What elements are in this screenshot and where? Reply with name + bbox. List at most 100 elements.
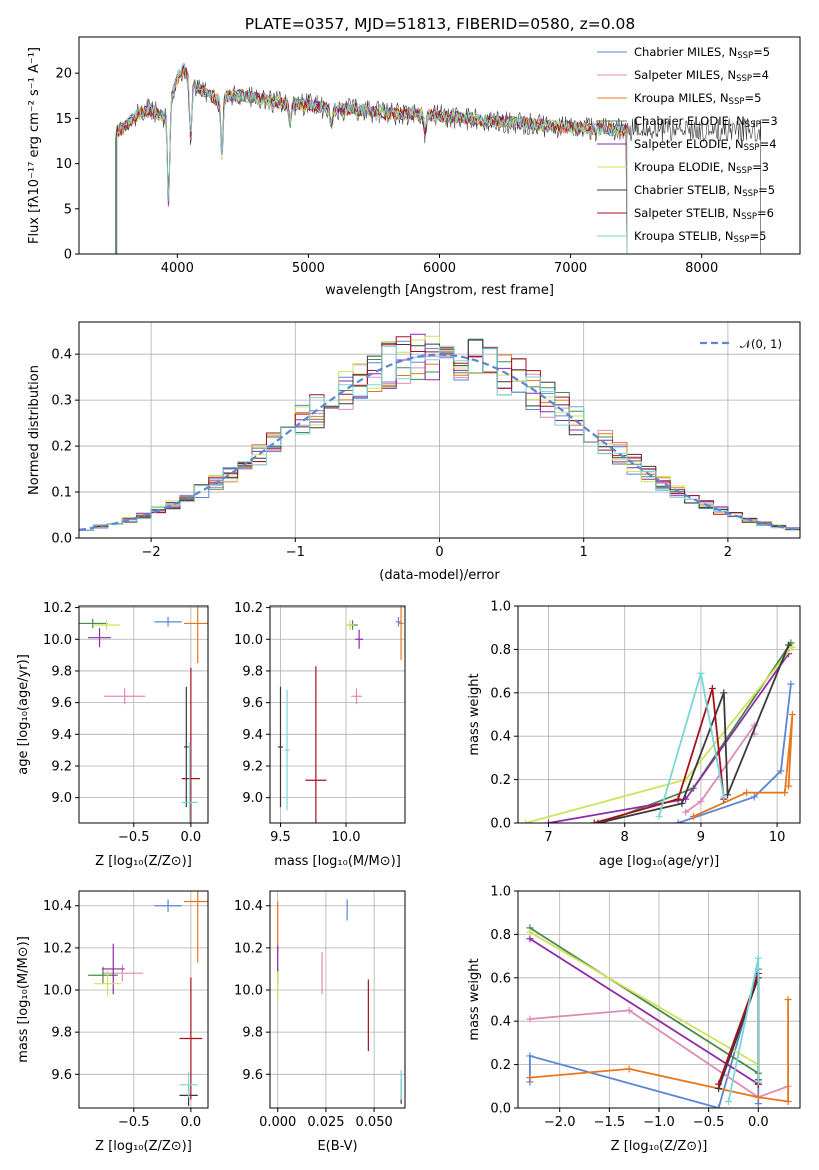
legend-label: Chabrier MILES, N [634,45,737,59]
legend-label: Chabrier STELIB, N [634,183,742,197]
y-tick-label: 9.2 [51,759,72,774]
weight-marker-salpeter_stelib [708,684,716,692]
legend-subscript: SSP [742,189,758,199]
weight-marker-salpeter_stelib [674,795,682,803]
weight-line-salpeter_stelib [593,688,725,823]
x-tick-label: 1 [580,545,588,560]
weight-marker-kroupa_miles [754,1093,762,1101]
legend-tail: =5 [753,45,770,59]
errorbar-salpeter_stelib [305,666,327,823]
x-tick-label: −1.0 [643,1115,675,1130]
legend-entry-salpeter_stelib: Salpeter STELIB, NSSP=6 [634,206,774,222]
weight-marker-chabrier_miles [777,767,785,775]
y-tick-label: 0.0 [51,532,72,547]
x-tick-label: −0.5 [118,1115,150,1130]
x-axis-label: age [log₁₀(age/yr)] [599,854,720,869]
x-tick-label: 8000 [685,261,718,276]
y-tick-label: 0.4 [51,348,72,363]
weight-marker-chabrier_stelib [594,819,602,823]
x-tick-label: −1 [286,545,305,560]
panel-spectrum: 4000 5000 6000 7000 8000 0 5 10 15 20 wavelength [… [27,36,801,298]
errorbar-salpeter_miles [104,688,146,705]
y-tick-label: 9.8 [51,1026,72,1041]
weight-marker-salpeter_elodie [544,819,552,823]
gridlines [270,891,405,1108]
weight-line-kroupa_stelib [727,958,760,1102]
weight-line-salpeter_elodie [529,937,759,1085]
legend-tail: =4 [752,68,769,82]
x-tick-label: 4000 [161,261,194,276]
y-axis-label: Flux [fλ10⁻¹⁷ erg cm⁻² s⁻¹ A⁻¹] [27,47,42,244]
x-tick-label: 7 [544,830,552,845]
legend-tail: =6 [757,206,774,220]
y-tick-label: 9.6 [242,1068,263,1083]
errorbar-salpeter_miles [101,964,143,982]
weight-marker-chabrier_miles [715,1104,723,1108]
legend-label: Salpeter STELIB, N [634,206,741,220]
plot-area-mass-vs-ebv [277,899,402,1104]
y-tick-label: 0.4 [490,1015,511,1030]
weight-series-kroupa_stelib [655,669,728,820]
legend-label: Salpeter ELODIE, N [634,137,744,151]
y-axis-label: age [log₁₀(age/yr)] [16,654,31,775]
weight-line-kroupa_elodie [529,931,759,1066]
y-tick-label: 0.6 [490,971,511,986]
x-tick-label: 8 [621,830,629,845]
axes-frame [269,890,406,1109]
legend-tail: =5 [758,183,775,197]
panel-weight-vs-age: 7 8 9 10 0.0 0.2 0.4 0.6 0.8 1.0 age [log₁₀(age/yr… [467,600,801,869]
weight-marker-kroupa_miles [781,789,789,797]
residual-legend: 𝒩(0, 1) [700,337,782,351]
y-tick-label: 10.0 [43,984,72,999]
weight-marker-chabrier_miles [526,1052,534,1060]
panel-age-vs-Z: −0.5 0.0 9.0 9.2 9.4 9.6 9.8 10.0 10.2 Z [log₁₀(Z… [16,601,209,869]
weight-marker-kroupa_miles [689,812,697,820]
legend-tail: =5 [744,91,761,105]
plot-area-residuals [79,333,800,538]
legend-label: Kroupa ELODIE, N [634,160,736,174]
errorbar-kroupa_stelib [284,689,290,811]
y-tick-label: 0.2 [490,1058,511,1073]
errorbar-chabrier_elodie [79,618,108,629]
panel-mass-vs-Z: −0.5 0.0 9.6 9.8 10.0 10.2 10.4 Z [log₁₀(Z/Z⊙)]… [16,890,209,1154]
weight-marker-salpeter_stelib [715,1080,723,1088]
gridlines [518,605,800,824]
legend-subscript: SSP [744,143,760,153]
errorbar-kroupa_miles [184,891,208,963]
gridlines [270,606,405,823]
weight-line-chabrier_elodie [601,642,792,823]
plot-area-weight-vs-age [522,639,796,823]
x-axis-label: E(B-V) [317,1139,357,1154]
weight-marker-kroupa_stelib [725,1097,733,1105]
x-tick-label: 9 [697,830,705,845]
weight-series-chabrier_miles [674,680,795,823]
y-tick-label: 9.4 [51,728,72,743]
legend-subscript: SSP [736,74,752,84]
y-tick-label: 0.4 [490,730,511,745]
legend-subscript: SSP [737,51,753,61]
legend-entry-kroupa_elodie: Kroupa ELODIE, NSSP=3 [634,160,769,176]
x-axis-label: Z [log₁₀(Z/Z⊙)] [611,1139,708,1154]
errorbar-chabrier_miles [154,617,182,627]
errorbar-salpeter_miles [351,688,362,705]
weight-marker-kroupa_stelib [754,1078,762,1086]
legend-entry-chabrier_elodie: Chabrier ELODIE, NSSP=3 [634,114,778,130]
x-tick-label: 0.050 [356,1115,393,1130]
legend-subscript: SSP [729,97,745,107]
y-tick-label: 9.2 [242,759,263,774]
x-axis-label: mass [log₁₀(M/M⊙)] [274,854,401,869]
histogram-kroupa_stelib [79,345,800,538]
y-tick-label: 5 [64,202,72,217]
x-tick-label: −2.0 [544,1115,576,1130]
weight-marker-kroupa_miles [784,1097,792,1105]
weight-marker-chabrier_miles [750,793,758,801]
y-tick-label: 1.0 [490,600,511,615]
weight-marker-kroupa_miles [526,1074,534,1082]
x-tick-label: 0 [435,545,443,560]
y-tick-label: 9.8 [51,664,72,679]
y-axis-label: mass weight [467,673,482,755]
x-tick-label: −1.5 [594,1115,626,1130]
legend-subscript: SSP [736,166,752,176]
y-tick-label: 9.0 [51,791,72,806]
